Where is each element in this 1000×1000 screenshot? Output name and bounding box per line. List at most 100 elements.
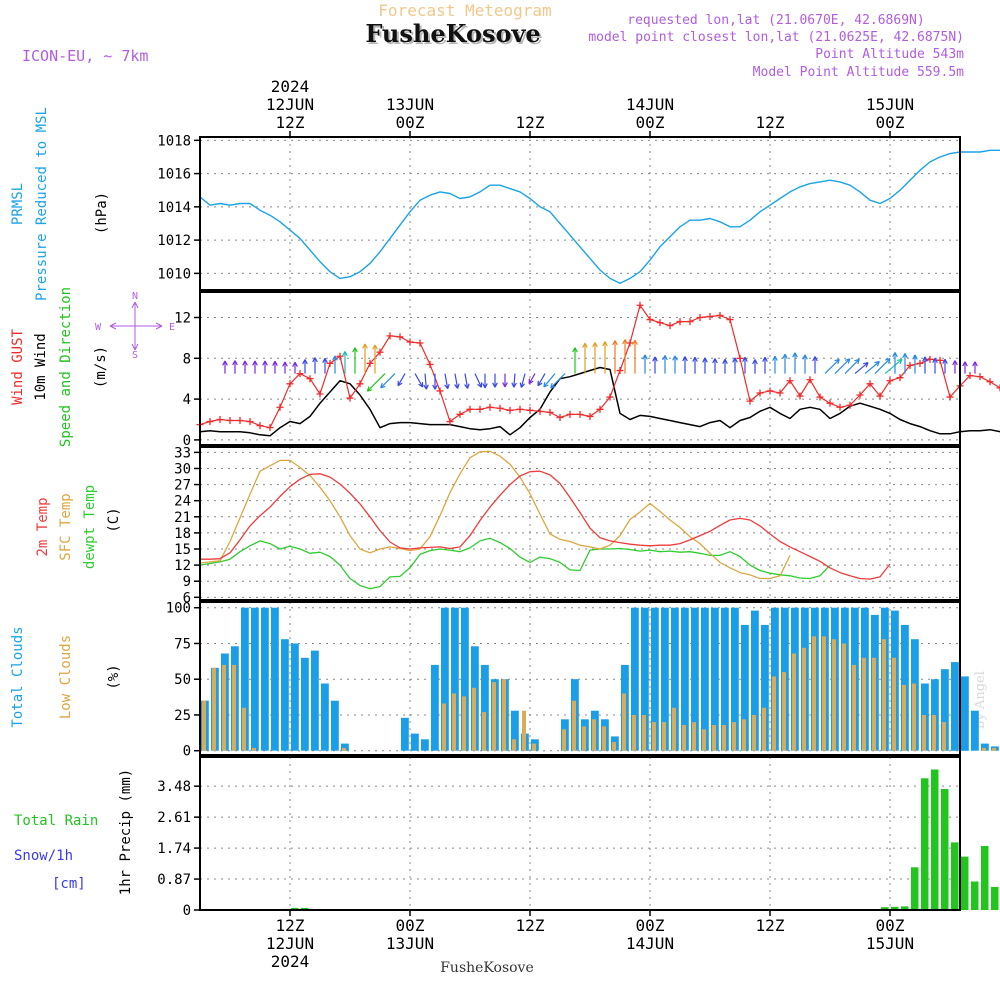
time-label-bottom: 13JUN [386, 934, 434, 953]
wind-direction-arrow [742, 356, 748, 374]
gust-marker [536, 407, 544, 415]
wind-direction-arrow [492, 373, 498, 388]
total-cloud-bar [431, 664, 439, 751]
compass-n: N [132, 291, 138, 302]
wind-direction-arrow [464, 373, 470, 389]
wind-direction-arrow [432, 373, 438, 390]
wind-panel-frame [199, 291, 961, 446]
wind-direction-arrow [962, 361, 968, 374]
clouds-ytick-label: 0 [183, 744, 191, 760]
pressure-ytick-label: 1018 [157, 133, 191, 149]
wind-ytick-label: 12 [174, 311, 191, 327]
wind-direction-arrow [380, 373, 396, 389]
clouds-ytick-label: 100 [166, 601, 191, 617]
low-cloud-bar [712, 725, 716, 751]
cloud-ylabels: Total Clouds Low Clouds (%) [10, 626, 122, 727]
total-cloud-bar [311, 650, 319, 751]
gust-marker [736, 354, 744, 362]
wind-unit: (m/s) [93, 346, 109, 388]
total-cloud-bar [711, 607, 719, 751]
wind-direction-arrow [511, 373, 517, 388]
total-cloud-bar [441, 607, 449, 751]
total-cloud-bar [941, 669, 949, 751]
banner-title: Forecast Meteogram [378, 1, 551, 20]
low-cloud-bar [572, 700, 576, 751]
low-cloud-bar [812, 636, 816, 751]
gust-marker [916, 359, 924, 367]
gust-marker [436, 387, 444, 395]
total-cloud-bar [261, 607, 269, 751]
total-cloud-bar [281, 639, 289, 751]
axis-labels: 1010101210141016101804812691215182124273… [157, 77, 914, 971]
low-cloud-bar [772, 676, 776, 751]
time-label-bottom: 00Z [636, 916, 665, 935]
model-label: ICON-EU, ~ 7km [22, 47, 148, 65]
gust-marker [866, 380, 874, 388]
low-cloud-bar [342, 747, 346, 751]
low-cloud-bar [702, 729, 706, 751]
gust-marker [456, 410, 464, 418]
wind-direction-arrow [312, 357, 318, 374]
gust-marker [876, 392, 884, 400]
time-label-bottom: 12Z [276, 916, 305, 935]
rain-bar [961, 856, 969, 910]
low-cloud-bar [752, 715, 756, 751]
wind-direction-arrow [602, 341, 608, 374]
gust-marker [356, 380, 364, 388]
low-cloud-bar [862, 657, 866, 751]
precipitation-ytick-label: 0 [183, 903, 191, 919]
low-cloud-bar [912, 683, 916, 751]
time-label-bottom: 00Z [876, 916, 905, 935]
wind-direction-arrow [252, 360, 258, 374]
gust-marker [376, 348, 384, 356]
gust-marker [576, 410, 584, 418]
gust-marker [476, 405, 484, 413]
gust-marker [296, 370, 304, 378]
gust-marker [826, 399, 834, 407]
low-cloud-bar [642, 715, 646, 751]
total-cloud-bar [691, 607, 699, 751]
wind-direction-arrow [292, 361, 298, 374]
wind-direction-arrow [482, 373, 488, 389]
low-cloud-bar [982, 747, 986, 751]
low-cloud-bar [832, 639, 836, 751]
temperature-ytick-label: 15 [174, 542, 191, 558]
low-cloud-bar [822, 636, 826, 751]
wind-direction-arrow [702, 357, 708, 374]
pressure-label-1: PRMSL [10, 183, 26, 225]
compass-s: S [132, 350, 138, 361]
wind-direction-arrow [519, 373, 526, 388]
wind-direction-arrow [692, 356, 698, 374]
rain-bar [301, 907, 309, 910]
low-cloud-bar [802, 647, 806, 751]
total-cloud-bar [971, 710, 979, 751]
gust-marker [336, 352, 344, 360]
low-cloud-bar [632, 715, 636, 751]
low-cloud-bar [472, 687, 476, 751]
temp-dewpt-label: dewpt Temp [82, 485, 98, 569]
gust-marker [936, 356, 944, 364]
low-cloud-bar [762, 707, 766, 751]
total-cloud-bar [291, 643, 299, 751]
total-cloud-bar [451, 607, 459, 751]
rain-bar [891, 906, 899, 910]
location-title: FusheKosove [365, 19, 540, 48]
wind-direction-arrow [397, 373, 406, 387]
footer-location: FusheKosove [440, 960, 534, 976]
temperature-ytick-label: 12 [174, 558, 191, 574]
low-cloud-bar [722, 725, 726, 751]
panel-frames [199, 136, 961, 911]
wind-ytick-label: 4 [183, 392, 191, 408]
requested-point: requested lon,lat (21.0670E, 42.6869N) [627, 13, 924, 28]
total-clouds-label: Total Clouds [10, 626, 26, 727]
low-cloud-bar [922, 715, 926, 751]
precip-ylabels: Total Rain Snow/1h [cm] 1hr Precip (mm) [14, 769, 134, 895]
total-cloud-bar [671, 607, 679, 751]
low-cloud-bar [522, 710, 526, 751]
gust-marker [666, 322, 674, 330]
low-cloud-bar [512, 739, 516, 751]
gust-marker [216, 416, 224, 423]
total-cloud-bar [761, 624, 769, 751]
gust-marker [616, 367, 624, 375]
time-label-top: 12Z [756, 113, 785, 132]
